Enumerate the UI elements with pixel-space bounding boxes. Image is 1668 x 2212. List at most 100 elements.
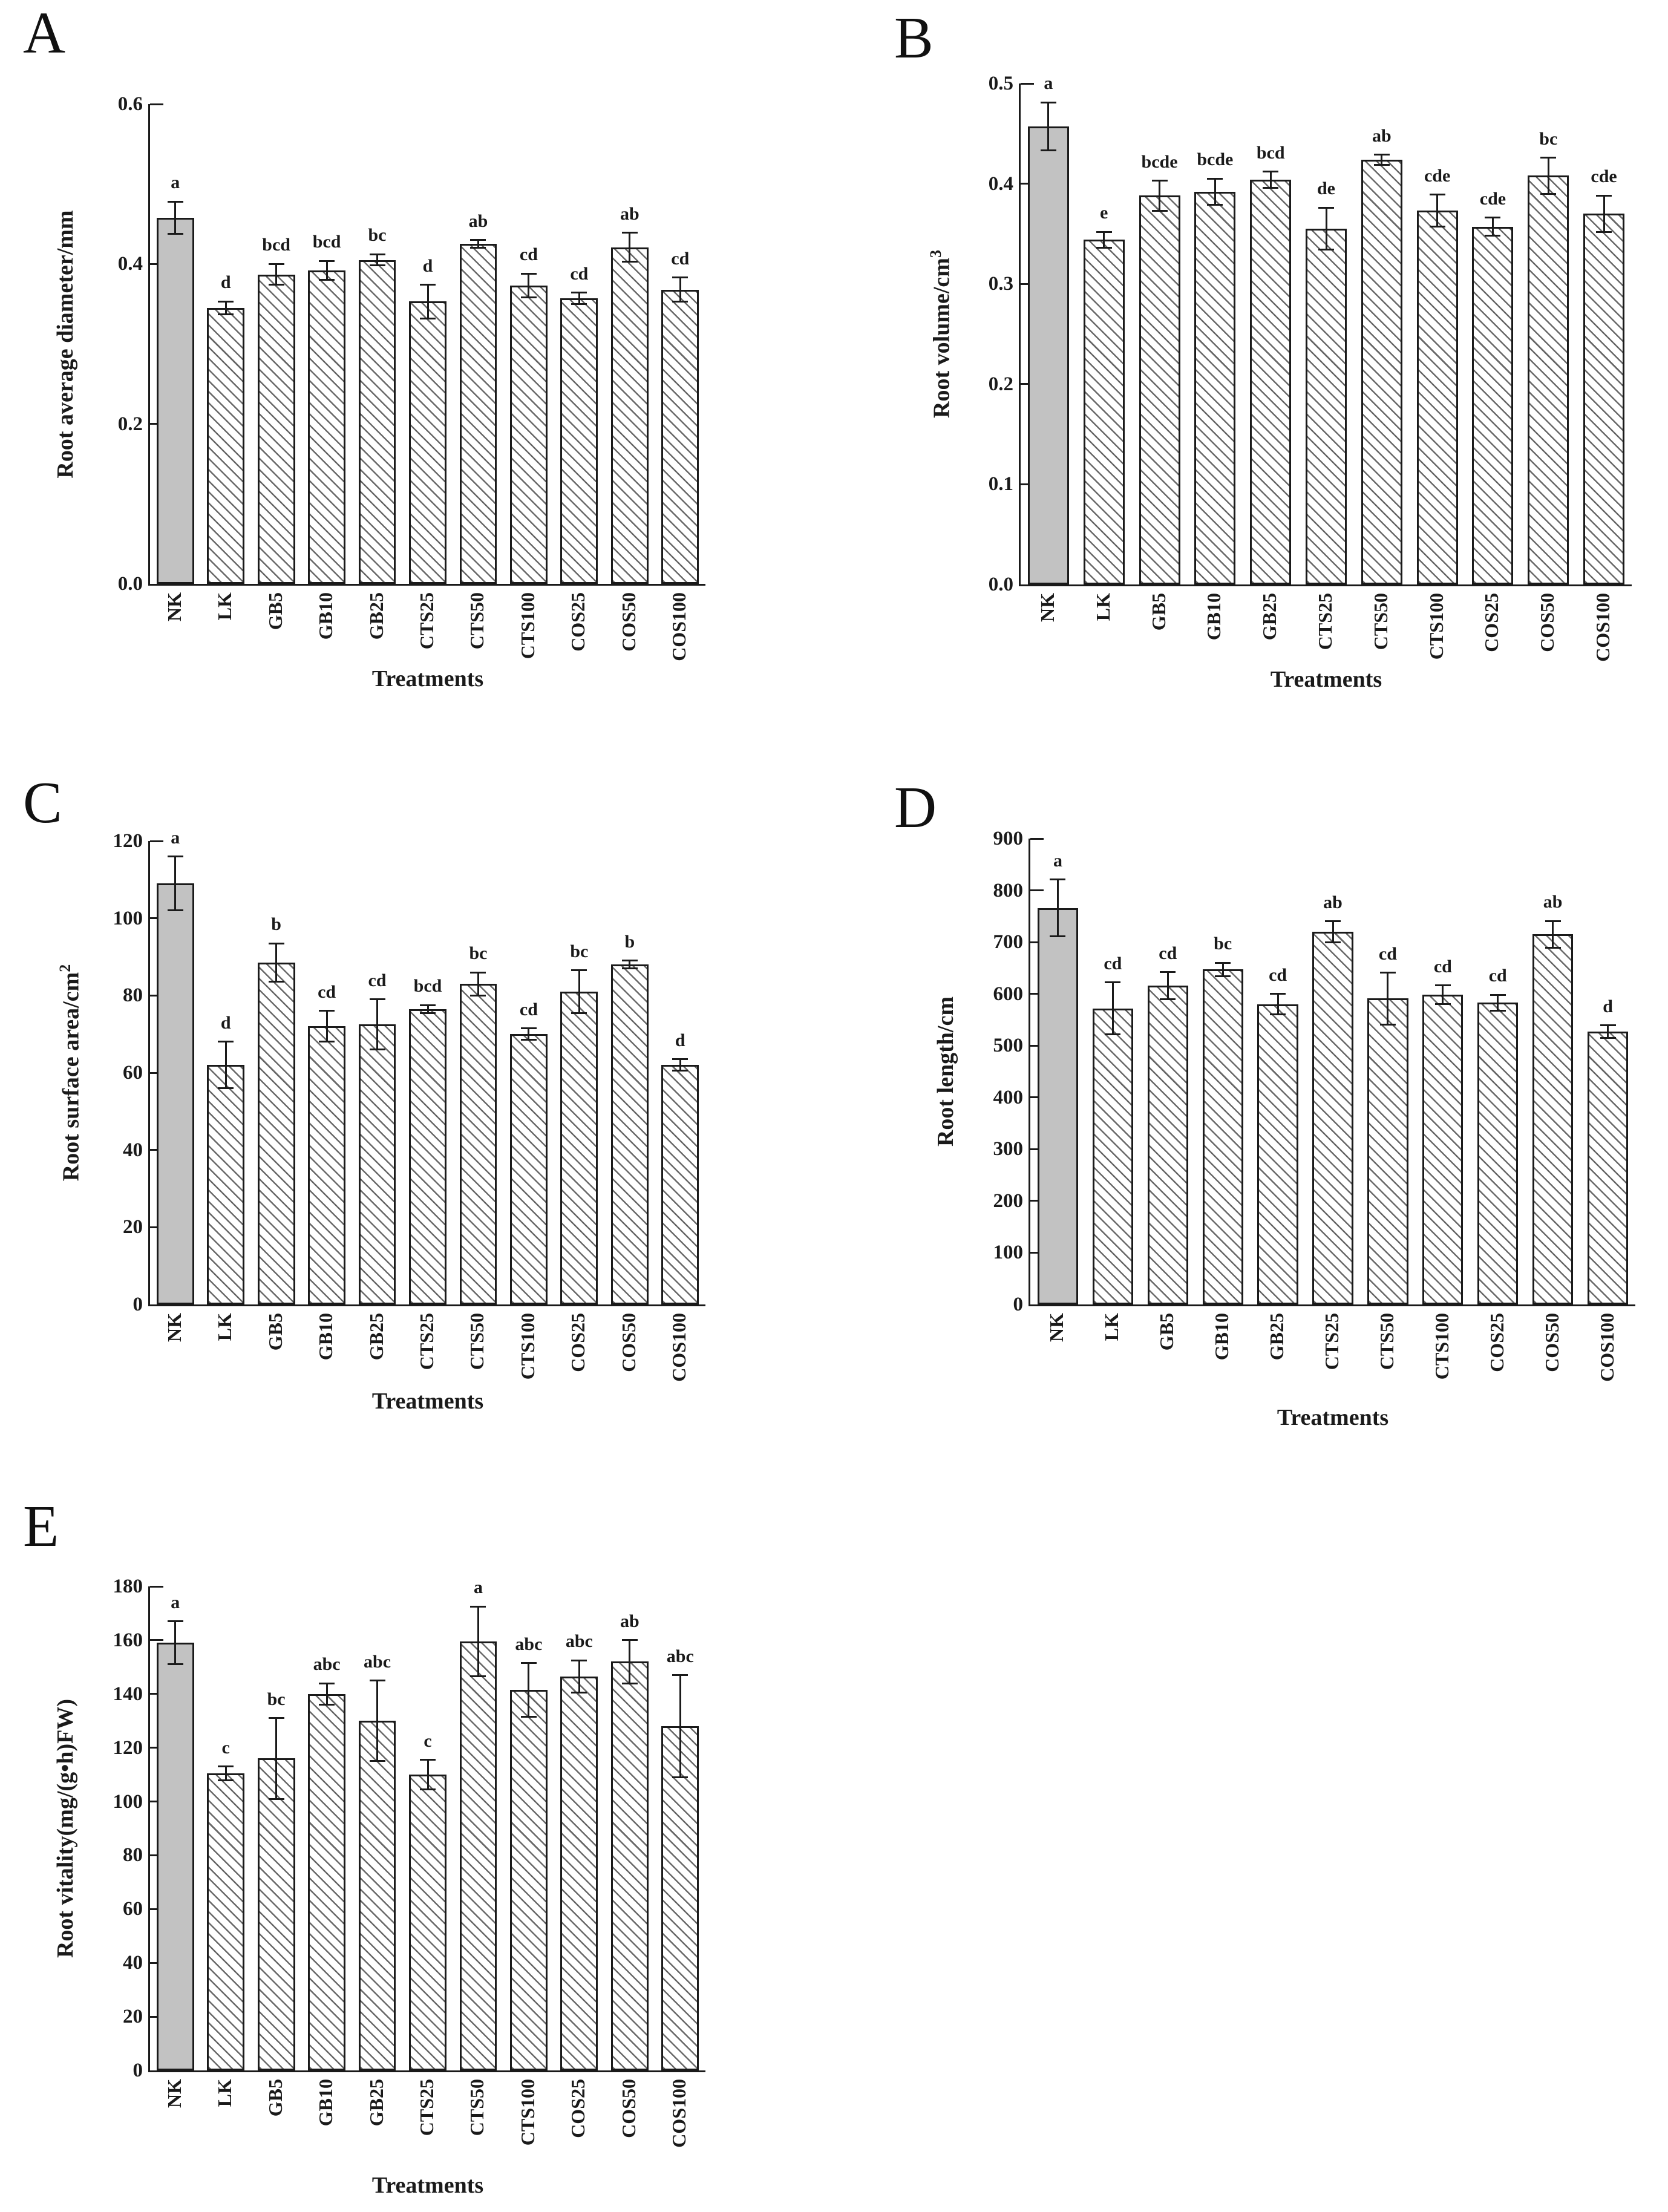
error-bar-cap (1105, 1033, 1121, 1035)
error-bar-cap (218, 300, 234, 303)
bar-gb10 (1202, 969, 1243, 1304)
error-bar (578, 292, 580, 304)
y-tick-label: 0.1 (988, 473, 1013, 496)
bar-gb5 (257, 274, 295, 584)
y-tick-label: 100 (993, 1242, 1024, 1264)
error-bar-cap (1540, 157, 1557, 159)
sig-letter: bcd (262, 235, 290, 255)
error-bar-cap (1373, 163, 1390, 166)
x-axis-label: Treatments (371, 666, 484, 692)
error-bar-cap (1151, 209, 1168, 212)
error-bar-cap (1105, 981, 1121, 984)
error-bar-cap (672, 1070, 688, 1072)
error-bar-cap (1318, 249, 1334, 251)
error-bar (1159, 180, 1161, 211)
bar-gb25 (358, 1721, 396, 2070)
y-tick (1021, 483, 1034, 485)
sig-letter: cd (519, 244, 538, 265)
sig-letter: bcde (1197, 149, 1234, 170)
category-label-cos100: COS100 (668, 2079, 690, 2148)
bar-lk (207, 1065, 245, 1304)
sig-letter: cd (1269, 964, 1287, 985)
error-bar-cap (470, 994, 486, 996)
sig-letter: abc (565, 1631, 593, 1652)
error-bar (477, 1606, 479, 1677)
y-tick-label: 400 (993, 1086, 1024, 1108)
bar-cos100 (661, 289, 699, 584)
error-bar-cap (369, 1049, 385, 1051)
bar-cts100 (510, 286, 548, 584)
error-bar-cap (420, 1004, 436, 1006)
sig-letter: bc (368, 225, 387, 246)
error-bar-cap (218, 1087, 234, 1090)
error-bar-cap (319, 1010, 335, 1012)
plot-area-d: 0 100 200 300 400 500 600 700 800 900 a NK cd LK cd GB5… (933, 828, 1635, 1430)
error-bar-cap (268, 1717, 284, 1720)
category-label-gb10: GB10 (315, 2079, 337, 2127)
error-bar (224, 301, 227, 315)
plot-area-b: 0.0 0.1 0.2 0.3 0.4 0.5 a NK e LK bcde GB5 bcde GB10 b… (927, 73, 1632, 692)
bar-cos100 (661, 1065, 699, 1304)
panel-letter-b: B (894, 5, 934, 70)
bar-gb25 (1257, 1004, 1298, 1304)
bar-cts100 (1416, 211, 1458, 584)
error-bar (325, 1683, 328, 1705)
y-tick (1030, 1148, 1044, 1150)
y-tick-label: 120 (113, 830, 143, 852)
y-tick-label: 60 (123, 1898, 143, 1920)
y-tick-label: 0.0 (988, 574, 1013, 595)
y-tick-label: 20 (123, 2006, 143, 2028)
error-bar-cap (268, 942, 284, 944)
sig-letter: bc (1214, 934, 1232, 954)
error-bar-cap (520, 1716, 537, 1718)
error-bar-cap (1545, 947, 1561, 949)
sig-letter: a (171, 172, 180, 193)
category-label-cos25: COS25 (567, 2079, 589, 2138)
sig-letter: bc (469, 943, 488, 964)
error-bar-cap (520, 1662, 537, 1664)
error-bar-cap (1429, 194, 1445, 196)
error-bar-cap (420, 284, 436, 286)
bar-cts50 (459, 244, 497, 584)
sig-letter: b (624, 931, 635, 952)
y-tick-label: 0 (132, 2060, 143, 2081)
bar-cos25 (560, 298, 598, 584)
y-tick (150, 1639, 163, 1641)
error-bar (1047, 102, 1050, 151)
sig-letter: cde (1591, 166, 1617, 187)
sig-letter: cd (1488, 966, 1507, 986)
error-bar-cap (1040, 101, 1056, 103)
error-bar-cap (319, 1041, 335, 1043)
bar-gb5 (257, 963, 295, 1304)
plot-area-e: 0 20 40 60 80 100 120 140 160 180 a NK c LK bc GB5 abc GB… (53, 1576, 705, 2198)
error-bar-cap (470, 239, 486, 241)
sig-letter: c (424, 1730, 432, 1751)
error-bar-cap (1263, 186, 1279, 189)
error-bar (1214, 178, 1216, 205)
error-bar (376, 254, 379, 266)
y-tick (1030, 1200, 1044, 1202)
error-bar (1166, 972, 1169, 1000)
error-bar-cap (1379, 972, 1396, 974)
bar-lk (1092, 1008, 1133, 1304)
sig-letter: abc (515, 1634, 543, 1654)
bar-cos25 (560, 1676, 598, 2070)
sig-letter: cd (570, 263, 589, 284)
sig-letter: a (171, 1592, 180, 1612)
bar-gb10 (1194, 191, 1236, 584)
error-bar-cap (1270, 993, 1286, 995)
bar-gb10 (308, 270, 345, 584)
error-bar-cap (571, 303, 587, 305)
error-bar (1552, 921, 1554, 948)
sig-letter: ab (468, 211, 488, 231)
bar-cts100 (1422, 995, 1464, 1304)
error-bar-cap (571, 1012, 587, 1014)
y-tick (150, 1585, 163, 1588)
y-tick (1021, 383, 1034, 385)
y-tick-label: 80 (123, 1844, 143, 1867)
error-bar-cap (319, 279, 335, 281)
error-bar-cap (369, 264, 385, 267)
